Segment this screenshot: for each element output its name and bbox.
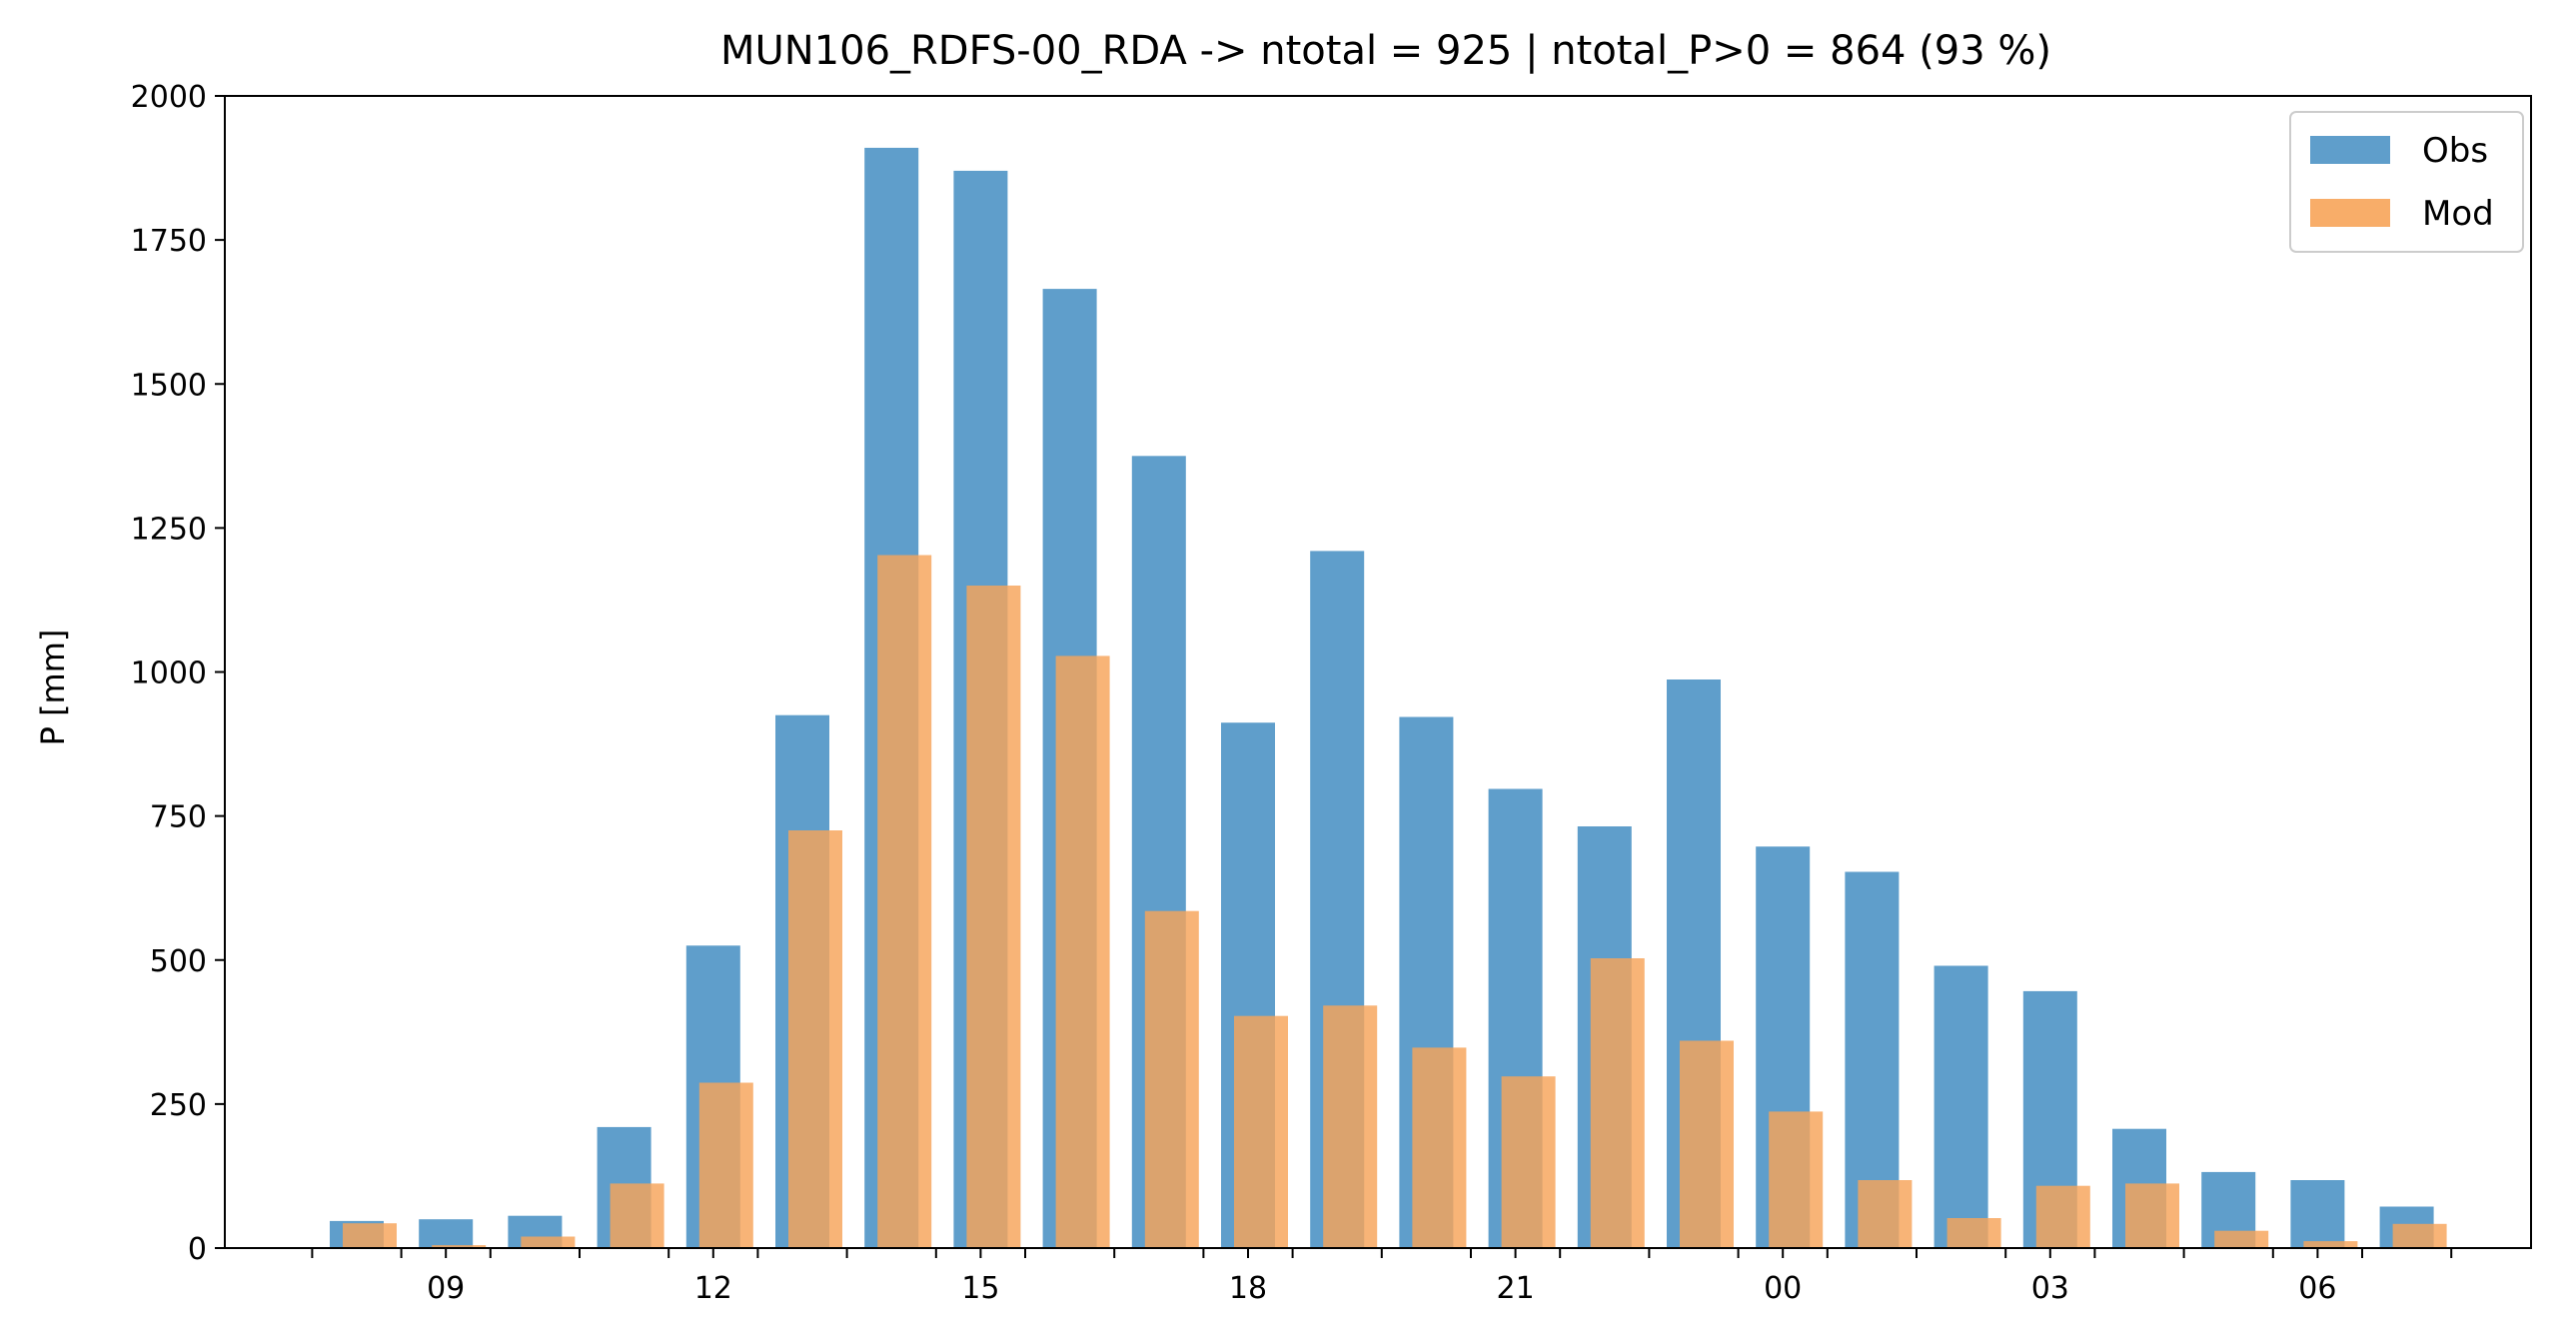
bar-mod (877, 555, 932, 1248)
bar-mod (1946, 1218, 2001, 1248)
y-tick-label: 500 (150, 944, 207, 979)
bar-obs (1933, 965, 1988, 1248)
bar-mod (1680, 1040, 1734, 1248)
x-tick-label: 12 (694, 1271, 732, 1306)
bar-mod (966, 586, 1021, 1248)
y-tick-label: 1250 (131, 512, 207, 547)
x-tick-label: 06 (2298, 1271, 2336, 1306)
bar-mod (432, 1245, 487, 1248)
y-tick-label: 1500 (131, 368, 207, 403)
bar-mod (521, 1236, 576, 1248)
x-tick-label: 09 (427, 1271, 465, 1306)
y-tick-label: 0 (188, 1232, 207, 1267)
bar-mod (343, 1223, 397, 1248)
bar-mod (1769, 1111, 1824, 1248)
y-tick-label: 1750 (131, 224, 207, 259)
bar-mod (2392, 1223, 2447, 1248)
bar-mod (2035, 1185, 2090, 1248)
legend-swatch-mod (2310, 199, 2390, 227)
legend: Obs Mod (2289, 111, 2524, 253)
bar-mod (2125, 1183, 2179, 1248)
bar-mod (1234, 1015, 1288, 1248)
plot-frame (224, 95, 2532, 1249)
chart-title: MUN106_RDFS-00_RDA -> ntotal = 925 | nto… (720, 28, 2051, 74)
x-tick-label: 00 (1764, 1271, 1802, 1306)
y-tick-label: 1000 (131, 657, 207, 691)
x-tick-label: 03 (2031, 1271, 2069, 1306)
bar-mod (1144, 910, 1199, 1248)
y-tick-label: 250 (150, 1088, 207, 1123)
bar-mod (1590, 958, 1645, 1248)
bar-mod (1055, 656, 1110, 1248)
x-tick-label: 21 (1497, 1271, 1535, 1306)
bar-mod (1323, 1005, 1378, 1248)
y-tick-label: 2000 (131, 80, 207, 115)
y-tick-label: 750 (150, 800, 207, 835)
legend-swatch-obs (2310, 136, 2390, 164)
bar-obs (419, 1219, 474, 1248)
bar-obs (2290, 1180, 2345, 1248)
bar-mod (1858, 1180, 1913, 1248)
legend-label-mod: Mod (2422, 194, 2494, 234)
bar-mod (1501, 1076, 1556, 1248)
axes-layer: 0 250 500 750 1000 1250 1500 1750 2000 09 12 15 18 21… (131, 80, 2532, 1306)
legend-label-obs: Obs (2422, 131, 2488, 171)
x-tick-label: 18 (1229, 1271, 1267, 1306)
bar-mod (610, 1183, 664, 1248)
bar-mod (2214, 1230, 2269, 1248)
bar-mod (2303, 1241, 2358, 1248)
bar-mod (698, 1082, 753, 1248)
bar-mod (788, 830, 842, 1248)
bar-mod (1412, 1047, 1467, 1248)
y-axis-label: P [mm] (34, 630, 72, 746)
x-tick-label: 15 (961, 1271, 999, 1306)
bars-layer (330, 147, 2447, 1249)
